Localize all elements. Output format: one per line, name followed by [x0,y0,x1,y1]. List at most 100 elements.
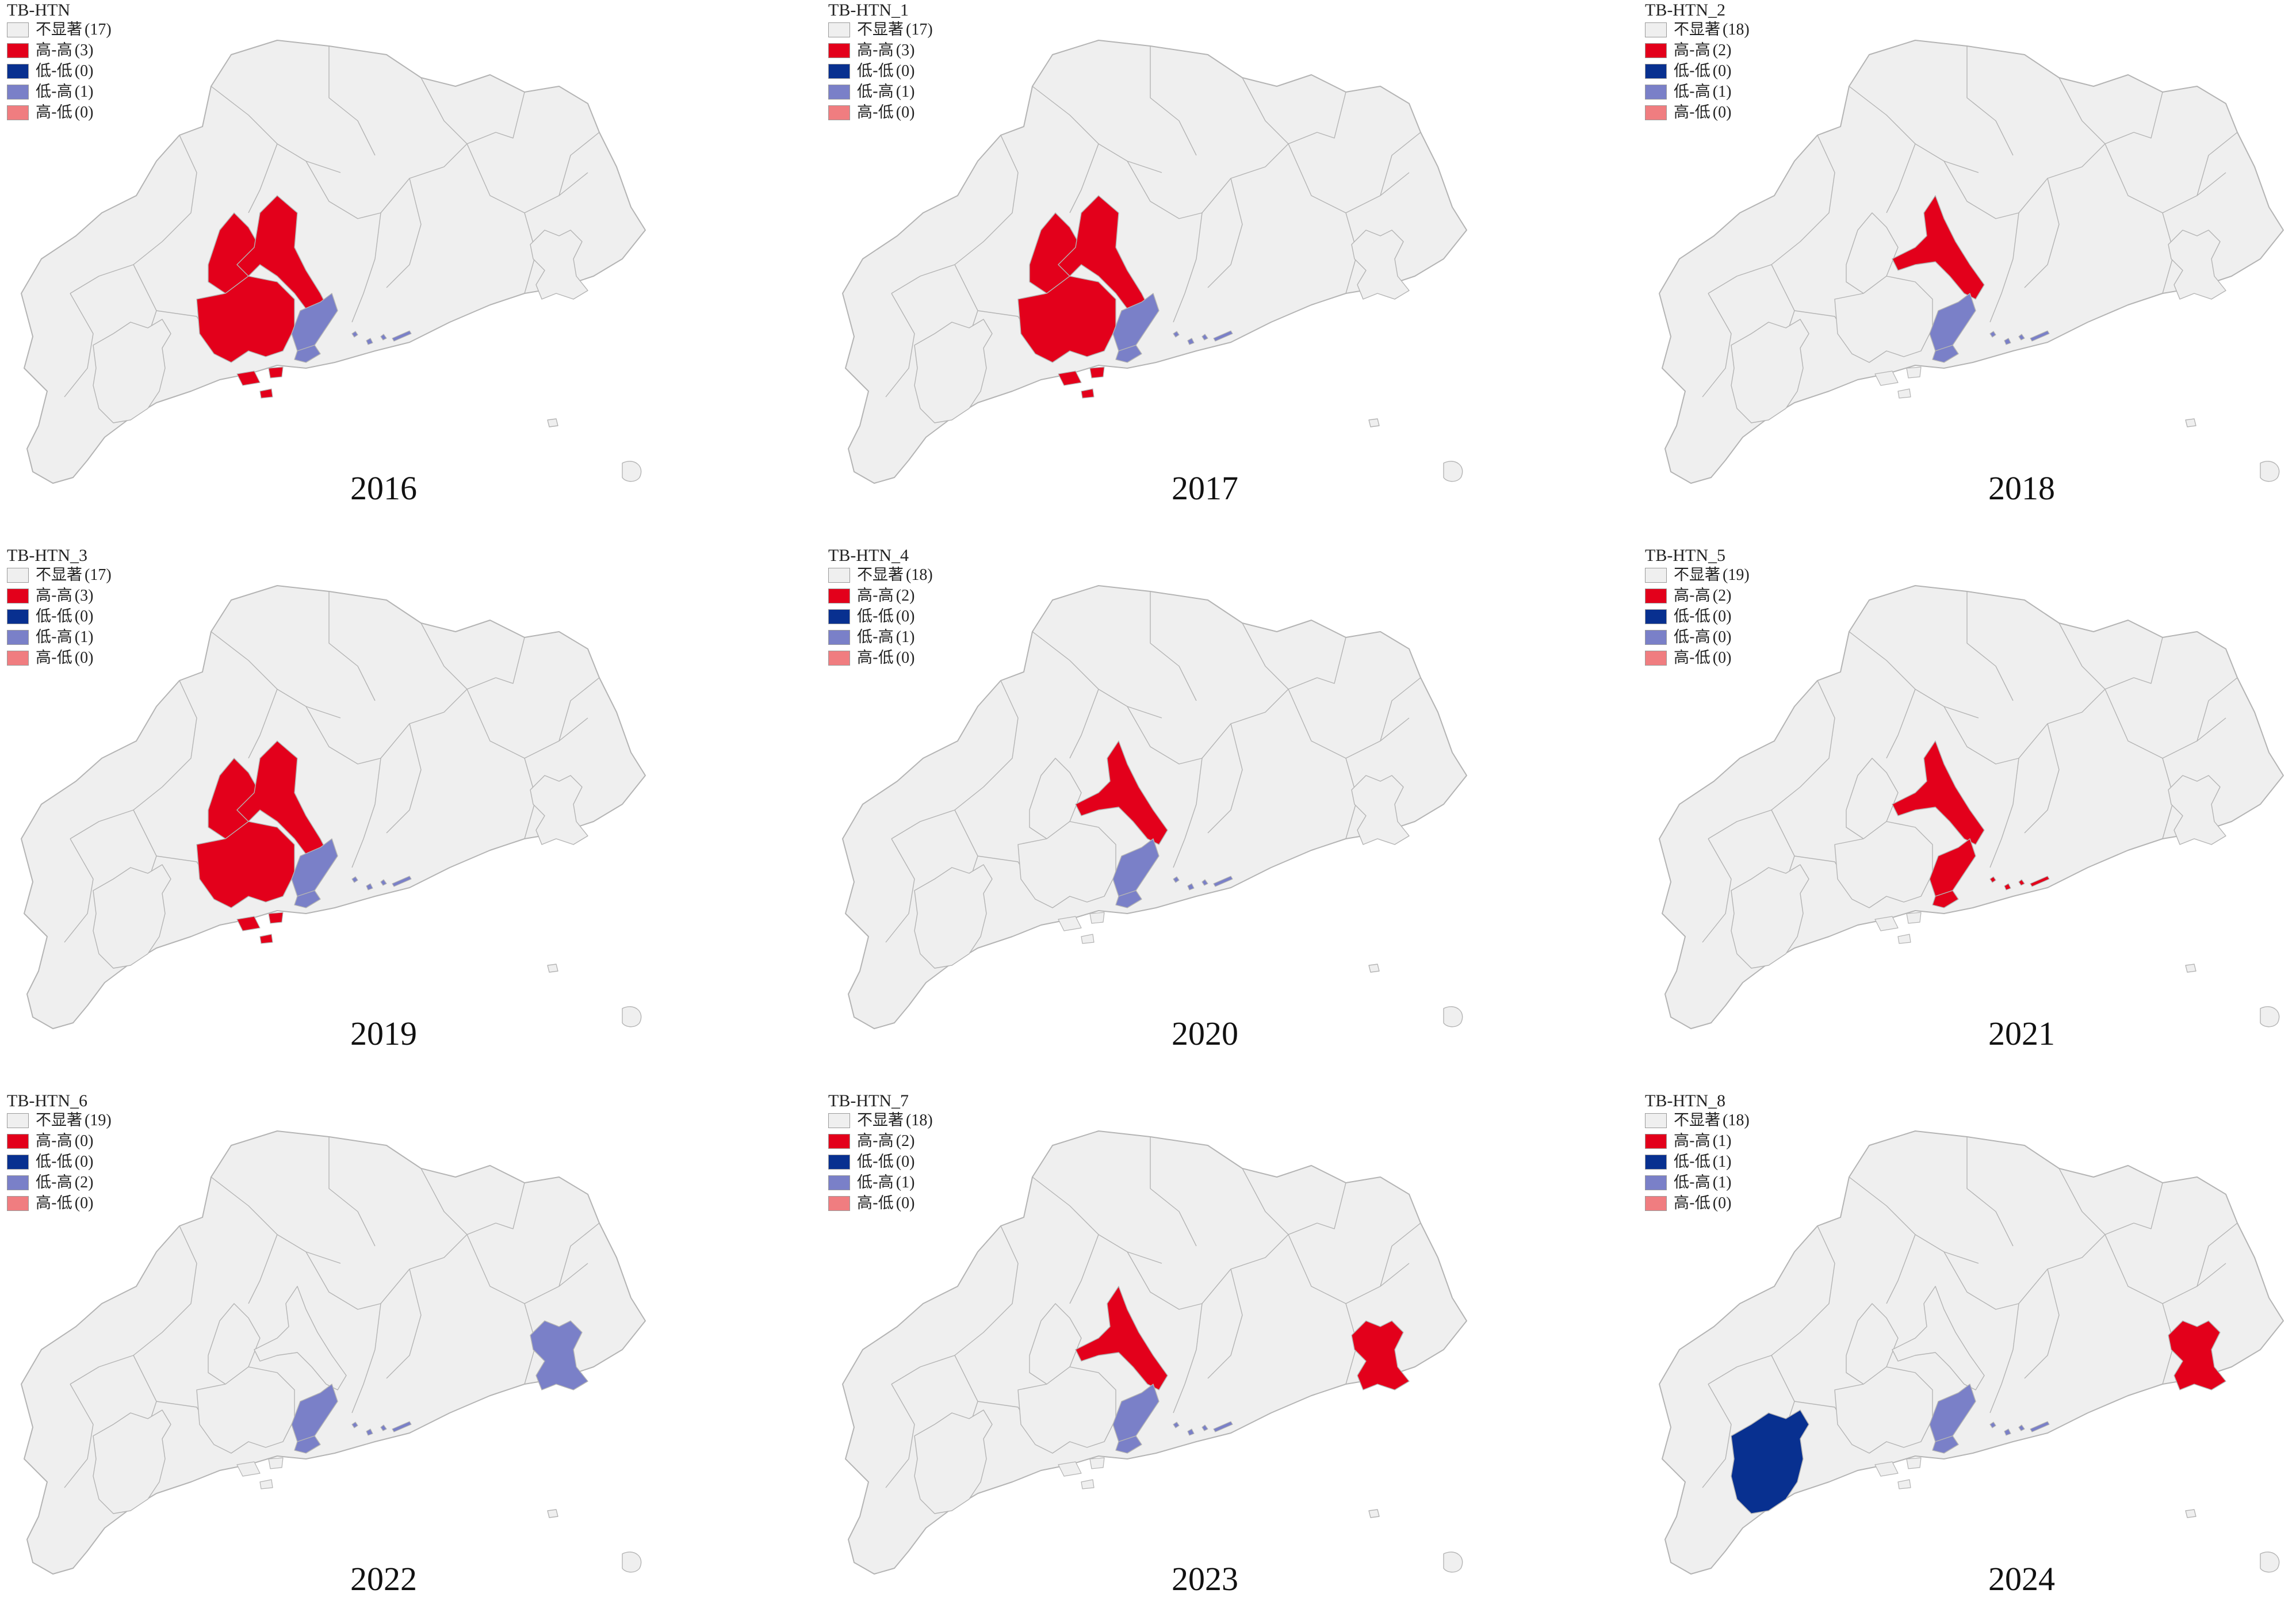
legend-item: 高-低 (0) [828,102,933,123]
prefecture-boundary [1242,1168,1289,1235]
year-label: 2021 [1988,1015,2055,1052]
legend-label: 不显著 [1674,566,1720,584]
legend-item: 高-高 (3) [7,586,112,606]
legend-swatch [1645,630,1667,645]
legend-label: 高-低 [857,1194,894,1212]
region-zhongshan [291,1384,338,1442]
region-shantou [2168,775,2226,845]
prefecture-boundary [2024,723,2060,834]
region-foshan [1892,1286,1985,1390]
region-shantou [530,230,588,300]
legend-item: 高-低 (0) [1645,102,1750,123]
legend-item: 不显著 (17) [7,20,112,40]
prefecture-boundary [1886,689,1916,759]
region-jiangmen-isles [1874,912,1922,944]
prefecture-boundary [1242,622,1289,690]
legend-count: (0) [1712,649,1732,667]
region-jiangmen-isles [1874,366,1922,399]
legend-label: 高-低 [857,649,894,667]
legend-count: (0) [74,1132,94,1150]
region-jiangmen [1834,821,1933,908]
prefecture-boundary [1708,135,1835,294]
prefecture-boundary [891,135,1019,294]
legend-label: 低-低 [1674,608,1710,625]
legend-item: 高-高 (2) [1645,586,1750,606]
legend-swatch [1645,609,1667,624]
region-shantou [530,775,588,845]
prefecture-boundary [386,1269,422,1379]
legend-item: 低-高 (1) [828,82,933,102]
legend-swatch [828,64,850,79]
prefecture-boundary [2196,677,2238,742]
region-foshan [254,1286,347,1390]
region-zhongshan [1112,293,1160,351]
prefecture-boundary [2196,132,2238,196]
province-map [21,585,646,1029]
legend-swatch [7,1134,29,1149]
prefecture-boundary [2133,1182,2163,1229]
legend-count: (2) [896,587,915,605]
legend-title: TB-HTN_5 [1645,546,1725,565]
prefecture-boundary [1989,1303,2019,1413]
prefecture-boundary [495,1182,525,1229]
legend-item: 低-低 (0) [1645,606,1750,627]
prefecture-boundary [1886,1234,1916,1304]
prefecture-boundary [305,1222,496,1310]
legend-label: 不显著 [36,21,82,39]
legend-label: 高-低 [1674,649,1710,667]
prefecture-boundary [2024,1269,2060,1379]
legend-count: (2) [896,1132,915,1150]
map-panel-2020: TB-HTN_4 不显著 (18) 高-高 (2) 低-低 (0) 低-高 (1) 高-低 (0) 2… [828,545,1582,1075]
prefecture-boundary [1886,143,1916,213]
prefecture-boundary [420,622,468,690]
legend-label: 高-高 [857,587,894,605]
region-zhongshan [1929,293,1976,351]
legend: TB-HTN 不显著 (17) 高-高 (3) 低-低 (0) 低-高 (1) 高-低 (0) [7,0,112,123]
legend-label: 低-高 [36,1174,72,1191]
year-label: 2023 [1172,1560,1238,1598]
prefecture-boundary [1069,1234,1099,1304]
year-label: 2017 [1172,469,1238,507]
prefecture-boundary [351,758,381,868]
prefecture-boundary [1966,1137,2014,1247]
legend-count: (0) [1712,62,1732,80]
prefecture-boundary [558,132,600,196]
region-jiangmen-isles [1058,1457,1105,1489]
legend-item: 高-低 (0) [1645,1193,1750,1214]
province-map [21,40,646,484]
legend-label: 低-低 [857,1153,894,1171]
legend-swatch [7,1196,29,1211]
prefecture-boundary [495,637,525,684]
prefecture-boundary [885,1384,915,1488]
legend-item: 高-高 (3) [828,40,933,61]
legend-label: 低-高 [857,83,894,101]
island-shape [2185,418,2196,427]
prefecture-boundary [1380,132,1421,196]
legend-count: (0) [74,649,94,667]
legend-swatch [7,64,29,79]
legend-swatch [7,589,29,603]
region-islands [1173,330,1233,345]
region-islands [351,330,412,345]
region-islands [1989,1421,2050,1436]
prefecture-boundary [248,689,278,759]
legend-count: (0) [1712,104,1732,121]
legend-count: (18) [1723,21,1750,39]
prefecture-boundary [1380,677,1421,742]
legend-swatch [1645,1134,1667,1149]
legend-count: (0) [896,649,915,667]
prefecture-boundary [386,178,422,288]
legend-swatch [828,22,850,37]
province-map [842,40,1467,484]
legend: TB-HTN_2 不显著 (18) 高-高 (2) 低-低 (0) 低-高 (1) 高-低 (0) [1645,0,1750,123]
island-shape [1368,418,1380,427]
legend-label: 不显著 [36,566,82,584]
island-shape [1443,1552,1463,1573]
legend-count: (17) [85,566,112,584]
region-islands [1173,876,1233,891]
legend-swatch [828,1134,850,1149]
prefecture-boundary [1702,1384,1732,1488]
region-jiangmen-isles [1874,1457,1922,1489]
province-map [842,585,1467,1029]
legend-count: (0) [896,1153,915,1171]
